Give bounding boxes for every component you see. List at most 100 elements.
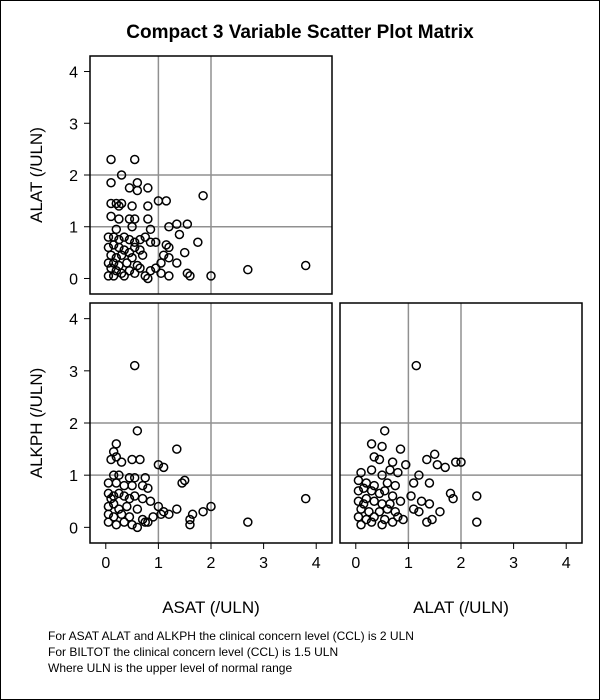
data-point bbox=[143, 273, 153, 284]
data-point bbox=[143, 183, 153, 193]
data-point bbox=[179, 247, 190, 258]
x-tick-label: 1 bbox=[154, 555, 163, 572]
data-point bbox=[143, 214, 153, 224]
panel-3: 0 1 2 3 4 ALAT (/ULN) bbox=[339, 302, 583, 617]
data-point bbox=[390, 506, 400, 517]
data-point bbox=[377, 470, 387, 480]
y-tick-label: 3 bbox=[69, 116, 78, 133]
data-point bbox=[385, 465, 395, 475]
data-point bbox=[387, 517, 398, 527]
data-point bbox=[395, 444, 406, 454]
data-point bbox=[137, 514, 148, 525]
data-point bbox=[456, 457, 466, 467]
data-point bbox=[179, 475, 190, 486]
data-point bbox=[143, 517, 153, 527]
data-point bbox=[111, 478, 122, 488]
data-point bbox=[106, 454, 116, 465]
chart-title: Compact 3 Variable Scatter Plot Matrix bbox=[126, 22, 474, 43]
data-point bbox=[177, 478, 187, 488]
panel-2: 0 0 1 1 2 2 3 3 4 4 ASAT (/ULN) ALKPH (/ULN) bbox=[27, 302, 333, 617]
footnote-line-2: For BILTOT the clinical concern level (C… bbox=[48, 645, 339, 659]
data-point bbox=[145, 224, 156, 235]
y-axis-label: ALKPH (/ULN) bbox=[27, 368, 46, 479]
data-point bbox=[111, 519, 122, 530]
data-point bbox=[369, 452, 379, 462]
y-tick-label: 4 bbox=[69, 65, 78, 82]
x-tick-label: 4 bbox=[562, 555, 571, 572]
data-point bbox=[119, 517, 129, 527]
data-point bbox=[398, 514, 408, 525]
data-point bbox=[129, 360, 140, 371]
data-point bbox=[193, 237, 203, 248]
data-point bbox=[440, 462, 450, 473]
data-point bbox=[140, 271, 150, 281]
data-point bbox=[143, 201, 153, 211]
data-point bbox=[127, 519, 137, 530]
data-point bbox=[161, 240, 172, 250]
data-point bbox=[129, 268, 140, 279]
data-point bbox=[106, 211, 116, 222]
data-point bbox=[422, 454, 432, 465]
data-point bbox=[119, 271, 129, 281]
data-point bbox=[422, 517, 432, 527]
data-point bbox=[103, 517, 114, 527]
x-axis-label: ALAT (/ULN) bbox=[413, 598, 509, 617]
x-tick-label: 0 bbox=[101, 555, 110, 572]
x-tick-label: 0 bbox=[351, 555, 360, 572]
x-tick-label: 1 bbox=[404, 555, 413, 572]
data-point bbox=[132, 185, 143, 196]
data-point bbox=[103, 488, 114, 499]
data-point bbox=[116, 198, 127, 209]
data-point bbox=[172, 504, 182, 514]
data-point bbox=[103, 478, 114, 488]
data-point bbox=[158, 506, 169, 517]
data-point bbox=[119, 232, 129, 242]
x-tick-label: 4 bbox=[312, 555, 321, 572]
data-point bbox=[366, 439, 377, 449]
data-point bbox=[445, 488, 456, 499]
x-tick-label: 3 bbox=[509, 555, 518, 572]
data-point bbox=[132, 426, 143, 436]
data-point bbox=[106, 178, 116, 188]
y-tick-label: 2 bbox=[69, 168, 78, 185]
data-point bbox=[137, 480, 148, 491]
data-point bbox=[129, 237, 140, 248]
data-point bbox=[164, 242, 174, 253]
data-point bbox=[424, 478, 435, 488]
data-point bbox=[111, 265, 122, 276]
data-point bbox=[406, 491, 416, 501]
data-point bbox=[135, 245, 145, 255]
data-point bbox=[132, 522, 143, 533]
data-point bbox=[353, 475, 364, 486]
data-point bbox=[135, 263, 145, 273]
panel-1: 0 1 2 3 4 ALAT (/ULN) bbox=[27, 55, 333, 295]
footnote-line-1: For ASAT ALAT and ALKPH the clinical con… bbox=[48, 629, 414, 643]
data-point bbox=[187, 509, 198, 520]
data-point bbox=[103, 271, 114, 281]
data-point bbox=[124, 234, 135, 245]
data-point bbox=[379, 426, 390, 436]
footnote-line-3: Where ULN is the upper level of normal r… bbox=[48, 661, 293, 675]
data-point bbox=[127, 201, 137, 211]
data-point bbox=[156, 258, 166, 268]
data-point bbox=[416, 496, 427, 507]
data-point bbox=[198, 190, 208, 201]
data-point bbox=[172, 258, 182, 268]
data-point bbox=[145, 496, 156, 507]
data-point bbox=[366, 465, 377, 475]
data-point bbox=[108, 271, 119, 281]
data-point bbox=[106, 493, 116, 504]
data-point bbox=[127, 221, 137, 232]
data-point bbox=[140, 232, 150, 242]
data-point bbox=[161, 196, 172, 206]
data-point bbox=[129, 242, 140, 253]
data-point bbox=[119, 480, 129, 491]
data-point bbox=[116, 250, 127, 260]
data-point bbox=[243, 264, 253, 275]
data-point bbox=[472, 517, 482, 527]
data-point bbox=[411, 360, 422, 371]
data-point bbox=[369, 512, 379, 522]
data-point bbox=[182, 219, 193, 229]
